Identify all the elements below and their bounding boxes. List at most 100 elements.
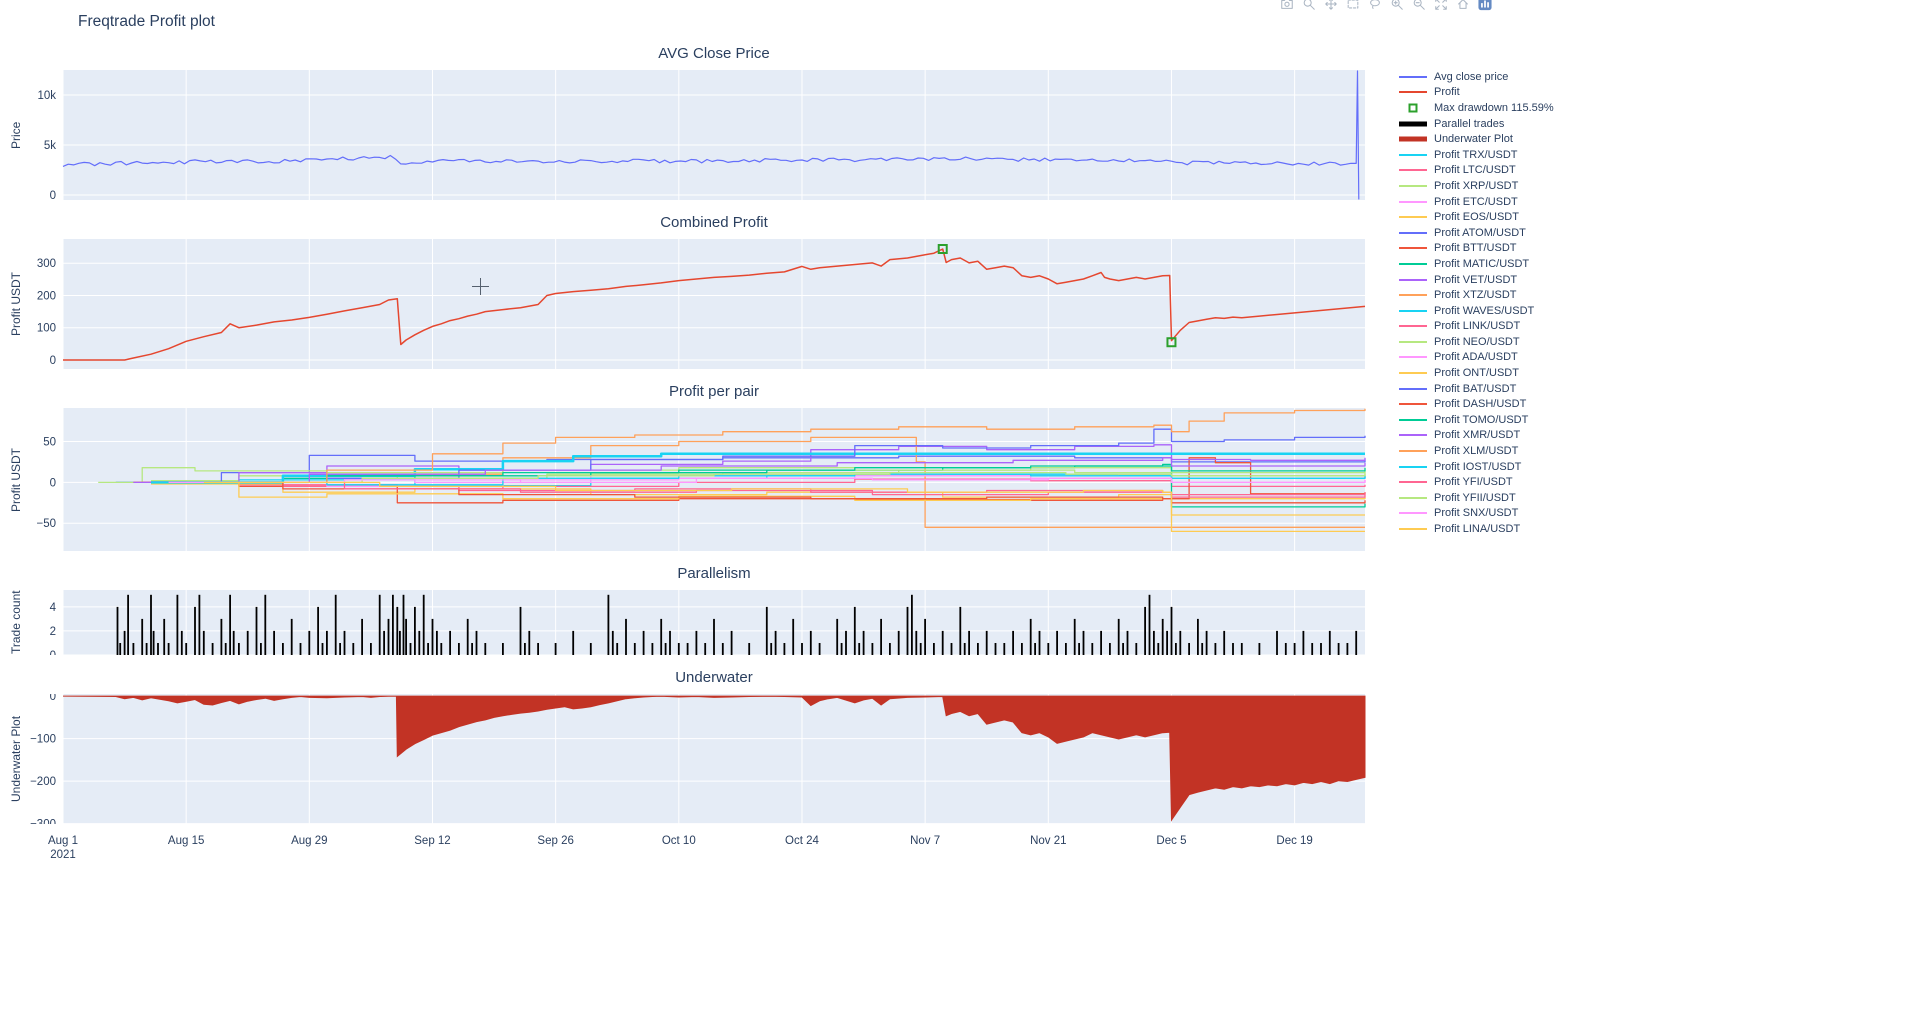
legend-item[interactable]: Profit ONT/USDT — [1398, 365, 1554, 381]
legend-line-swatch-icon — [1399, 75, 1427, 78]
legend-item[interactable]: Profit XMR/USDT — [1398, 428, 1554, 444]
legend-line-swatch-icon — [1399, 91, 1427, 94]
legend-item[interactable]: Parallel trades — [1398, 116, 1554, 132]
legend-line-swatch-icon — [1399, 434, 1427, 437]
legend-item[interactable]: Profit VET/USDT — [1398, 272, 1554, 288]
legend-line-swatch-icon — [1399, 262, 1427, 265]
legend-item[interactable]: Profit ATOM/USDT — [1398, 225, 1554, 241]
legend-line-swatch-icon — [1399, 356, 1427, 359]
y-tick-label: 0 — [50, 477, 56, 489]
y-axis-title-combined-profit: Profit USDT — [9, 272, 23, 337]
modebar-autoscale-button[interactable] — [1432, 0, 1450, 11]
legend-item[interactable]: Profit YFI/USDT — [1398, 474, 1554, 490]
x-tick-label: Oct 24 — [785, 835, 819, 847]
legend-item[interactable]: Profit WAVES/USDT — [1398, 303, 1554, 319]
modebar-box-select-button[interactable] — [1344, 0, 1362, 11]
modebar-lasso-button[interactable] — [1366, 0, 1384, 11]
y-axis-title-parallelism: Trade count — [9, 590, 23, 655]
legend-item[interactable]: Profit DASH/USDT — [1398, 396, 1554, 412]
legend-label: Profit XTZ/USDT — [1434, 289, 1517, 302]
legend-label: Profit ONT/USDT — [1434, 367, 1519, 380]
y-tick-label: 100 — [37, 323, 56, 335]
x-tick-label: Aug 29 — [291, 835, 328, 847]
series-line — [151, 473, 1366, 486]
legend-line-swatch-icon — [1399, 481, 1427, 484]
zoom-out-icon — [1413, 0, 1425, 10]
legend-item[interactable]: Profit XLM/USDT — [1398, 443, 1554, 459]
legend-item[interactable]: Profit NEO/USDT — [1398, 334, 1554, 350]
legend-item[interactable]: Avg close price — [1398, 69, 1554, 85]
legend-label: Profit WAVES/USDT — [1434, 304, 1535, 317]
legend-label: Profit LTC/USDT — [1434, 164, 1516, 177]
underwater-area — [62, 695, 1366, 822]
legend-line-swatch-icon — [1399, 278, 1427, 281]
legend-item[interactable]: Profit MATIC/USDT — [1398, 256, 1554, 272]
legend-line-swatch-icon — [1399, 512, 1427, 515]
subplot-title-combined-profit: Combined Profit — [660, 214, 768, 231]
modebar-zoom-out-button[interactable] — [1410, 0, 1428, 11]
y-tick-label: 300 — [37, 258, 56, 270]
x-tick-label: Dec 5 — [1156, 835, 1187, 847]
y-tick-label: −100 — [30, 734, 56, 746]
legend-item[interactable]: Profit TOMO/USDT — [1398, 412, 1554, 428]
legend-item[interactable]: Profit LINK/USDT — [1398, 319, 1554, 335]
plot-combined-profit[interactable]: 0 100 200 300 — [0, 239, 1372, 369]
legend-item[interactable]: Underwater Plot — [1398, 131, 1554, 147]
plot-parallelism[interactable]: 0 2 4 — [0, 590, 1372, 662]
max-drawdown-marker — [937, 244, 948, 254]
plot-underwater[interactable]: −300 −200 −100 0 — [0, 691, 1372, 831]
legend-item[interactable]: Profit LINA/USDT — [1398, 521, 1554, 537]
modebar-camera-button[interactable] — [1278, 0, 1296, 11]
legend-item[interactable]: Profit ADA/USDT — [1398, 350, 1554, 366]
plot-avg-close-price[interactable]: 0 5k 10k — [0, 70, 1372, 202]
page-title: Freqtrade Profit plot — [78, 13, 215, 30]
legend-label: Profit ADA/USDT — [1434, 351, 1518, 364]
y-tick-label: 0 — [50, 694, 56, 703]
subplot-avg-close-price: AVG Close Price Price 0 5k 10k — [0, 44, 1372, 205]
legend-line-swatch-icon — [1399, 418, 1427, 421]
legend-line-swatch-icon — [1399, 450, 1427, 453]
legend-label: Profit XMR/USDT — [1434, 429, 1521, 442]
modebar-reset-axes-button[interactable] — [1454, 0, 1472, 11]
max-drawdown-marker — [1166, 337, 1177, 348]
legend-item[interactable]: Profit LTC/USDT — [1398, 163, 1554, 179]
legend-item[interactable]: Profit YFII/USDT — [1398, 490, 1554, 506]
subplot-title-underwater: Underwater — [675, 669, 753, 686]
legend-line-swatch-icon — [1399, 309, 1427, 312]
legend-item[interactable]: Profit XTZ/USDT — [1398, 287, 1554, 303]
legend-item[interactable]: Profit BTT/USDT — [1398, 241, 1554, 257]
plot-profit-per-pair[interactable]: −50 0 50 — [0, 408, 1372, 551]
modebar-pan-button[interactable] — [1322, 0, 1340, 11]
legend-item[interactable]: Profit BAT/USDT — [1398, 381, 1554, 397]
legend-line-swatch-icon — [1399, 372, 1427, 375]
legend-item[interactable]: Max drawdown 115.59% — [1398, 100, 1554, 116]
legend-line-swatch-icon — [1399, 216, 1427, 219]
subplot-title-parallelism: Parallelism — [677, 565, 751, 582]
legend-label: Profit LINK/USDT — [1434, 320, 1521, 333]
x-tick-label: Aug 15 — [167, 835, 205, 847]
legend-item[interactable]: Profit XRP/USDT — [1398, 178, 1554, 194]
series-line — [63, 248, 1366, 361]
y-tick-label: 0 — [50, 355, 56, 367]
modebar-zoom-button[interactable] — [1300, 0, 1318, 11]
y-tick-label: 4 — [50, 602, 57, 614]
legend-label: Profit LINA/USDT — [1434, 523, 1521, 536]
modebar — [1278, 0, 1494, 11]
legend-item[interactable]: Profit ETC/USDT — [1398, 194, 1554, 210]
subplot-parallelism: Parallelism Trade count 0 2 4 — [0, 564, 1372, 662]
modebar-zoom-in-button[interactable] — [1388, 0, 1406, 11]
x-tick-label: Dec 19 — [1276, 835, 1313, 847]
legend-item[interactable]: Profit SNX/USDT — [1398, 506, 1554, 522]
subplot-title-avg-close-price: AVG Close Price — [658, 45, 770, 62]
legend-item[interactable]: Profit IOST/USDT — [1398, 459, 1554, 475]
y-tick-label: 0 — [50, 190, 56, 200]
x-tick-label: Aug 1 2021 — [47, 835, 79, 861]
legend-item[interactable]: Profit TRX/USDT — [1398, 147, 1554, 163]
subplot-title-profit-per-pair: Profit per pair — [668, 383, 760, 400]
series-line — [203, 481, 1365, 533]
legend-item[interactable]: Profit EOS/USDT — [1398, 209, 1554, 225]
legend-label: Profit VET/USDT — [1434, 273, 1518, 286]
legend-item[interactable]: Profit — [1398, 85, 1554, 101]
series-line — [168, 408, 1366, 484]
modebar-plotly-logo-button[interactable] — [1476, 0, 1494, 11]
